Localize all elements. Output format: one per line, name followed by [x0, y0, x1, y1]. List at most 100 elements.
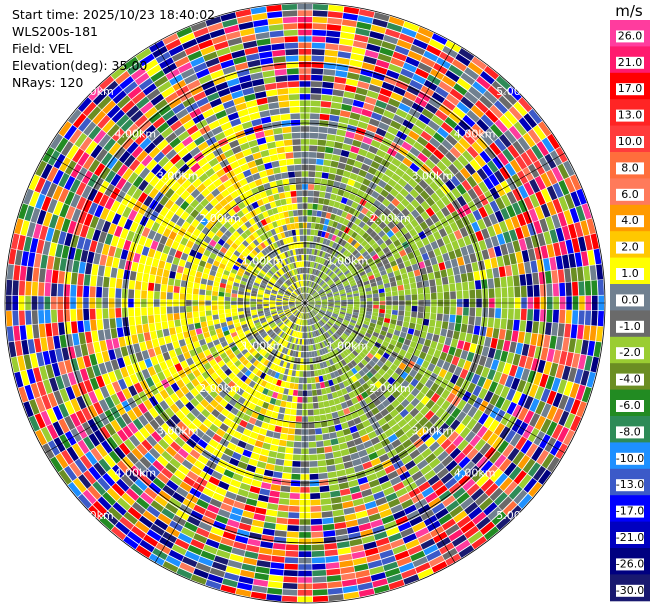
ppi-gate: [593, 248, 602, 265]
ppi-gate: [559, 241, 568, 256]
ppi-gate: [373, 297, 379, 302]
ppi-gate: [399, 249, 407, 257]
ppi-gate: [547, 133, 560, 150]
ppi-gate: [449, 146, 462, 159]
ppi-gate: [443, 168, 454, 180]
ppi-gate: [333, 294, 340, 298]
ppi-gate: [524, 261, 532, 274]
ppi-gate: [336, 261, 343, 268]
ppi-gate: [431, 165, 443, 177]
ppi-gate: [536, 141, 549, 157]
ppi-gate: [344, 284, 351, 289]
ppi-gate: [469, 253, 477, 263]
ppi-gate: [322, 284, 328, 289]
ppi-gate: [430, 285, 437, 293]
ppi-gate: [321, 298, 328, 301]
ppi-gate: [459, 264, 467, 274]
ppi-gate: [317, 287, 322, 292]
ppi-gate: [528, 208, 539, 222]
ppi-gate: [320, 295, 327, 299]
ppi-gate: [410, 219, 419, 228]
ppi-gate: [346, 291, 353, 296]
ppi-gate: [403, 283, 411, 290]
ppi-gate: [419, 246, 427, 255]
ppi-gate: [527, 222, 537, 236]
ppi-gate: [466, 110, 480, 123]
ppi-gate: [495, 75, 511, 90]
ppi-gate: [562, 254, 570, 269]
ppi-gate: [400, 198, 410, 208]
ppi-gate: [382, 198, 391, 207]
ppi-gate: [443, 291, 450, 300]
ppi-gate: [357, 255, 364, 262]
ppi-gate: [409, 228, 418, 237]
ppi-gate: [462, 281, 469, 291]
ppi-gate: [387, 272, 395, 278]
ppi-gate: [440, 269, 448, 278]
ppi-gate: [517, 262, 525, 275]
ppi-gate: [339, 291, 346, 295]
ppi-gate: [392, 216, 401, 226]
ppi-gate: [370, 222, 378, 230]
ppi-gate: [481, 249, 490, 260]
ppi-gate: [473, 271, 481, 281]
ppi-gate: [441, 206, 451, 217]
ppi-gate: [450, 175, 461, 187]
ppi-gate: [534, 175, 546, 191]
ppi-gate: [563, 209, 574, 225]
ppi-gate: [392, 295, 399, 301]
ppi-gate: [533, 125, 546, 141]
ppi-gate: [405, 193, 415, 203]
ppi-gate: [534, 206, 545, 220]
ppi-gate: [485, 128, 498, 142]
ppi-gate: [568, 223, 577, 239]
ppi-gate: [378, 288, 385, 294]
ppi-gate: [500, 243, 509, 256]
ppi-gate: [359, 247, 366, 255]
ppi-gate: [531, 144, 544, 160]
ppi-gate: [587, 250, 596, 266]
ppi-gate: [343, 282, 350, 287]
ppi-gate: [327, 294, 333, 298]
ppi-gate: [323, 275, 328, 281]
ppi-gate: [359, 258, 366, 265]
ppi-gate: [445, 151, 457, 163]
ppi-gate: [373, 234, 381, 242]
ppi-gate: [518, 117, 532, 132]
ppi-gate: [382, 246, 390, 254]
ppi-gate: [372, 253, 379, 261]
ppi-gate: [334, 279, 341, 285]
ppi-gate: [471, 172, 483, 184]
ppi-gate: [333, 277, 340, 283]
ppi-gate: [328, 281, 334, 287]
ppi-gate: [596, 264, 604, 280]
ppi-gate: [485, 109, 499, 123]
nrays-label: NRays: 120: [12, 75, 84, 90]
ppi-gate: [565, 239, 574, 254]
ppi-gate: [500, 207, 510, 220]
ppi-gate: [541, 188, 552, 203]
ppi-gate: [396, 279, 403, 286]
ppi-gate: [553, 242, 562, 257]
ppi-gate: [561, 225, 571, 241]
ppi-gate: [338, 263, 345, 270]
ppi-gate: [519, 274, 527, 286]
ppi-gate: [502, 148, 515, 162]
ppi-gate: [347, 296, 353, 300]
ppi-gate: [546, 201, 557, 216]
elevation-label: Elevation(deg): 35.00: [12, 58, 148, 73]
ppi-gate: [326, 278, 332, 284]
ppi-gate: [420, 200, 430, 211]
ppi-gate: [403, 183, 414, 193]
ppi-gate: [507, 144, 520, 159]
ppi-gate: [434, 270, 441, 279]
ppi-gate: [362, 224, 370, 232]
ppi-gate: [341, 256, 347, 263]
ppi-gate: [347, 299, 354, 302]
ppi-gate: [314, 296, 320, 300]
ppi-gate: [420, 163, 431, 174]
ppi-gate: [521, 224, 530, 238]
ppi-gate: [453, 229, 463, 240]
ppi-gate: [336, 283, 343, 288]
